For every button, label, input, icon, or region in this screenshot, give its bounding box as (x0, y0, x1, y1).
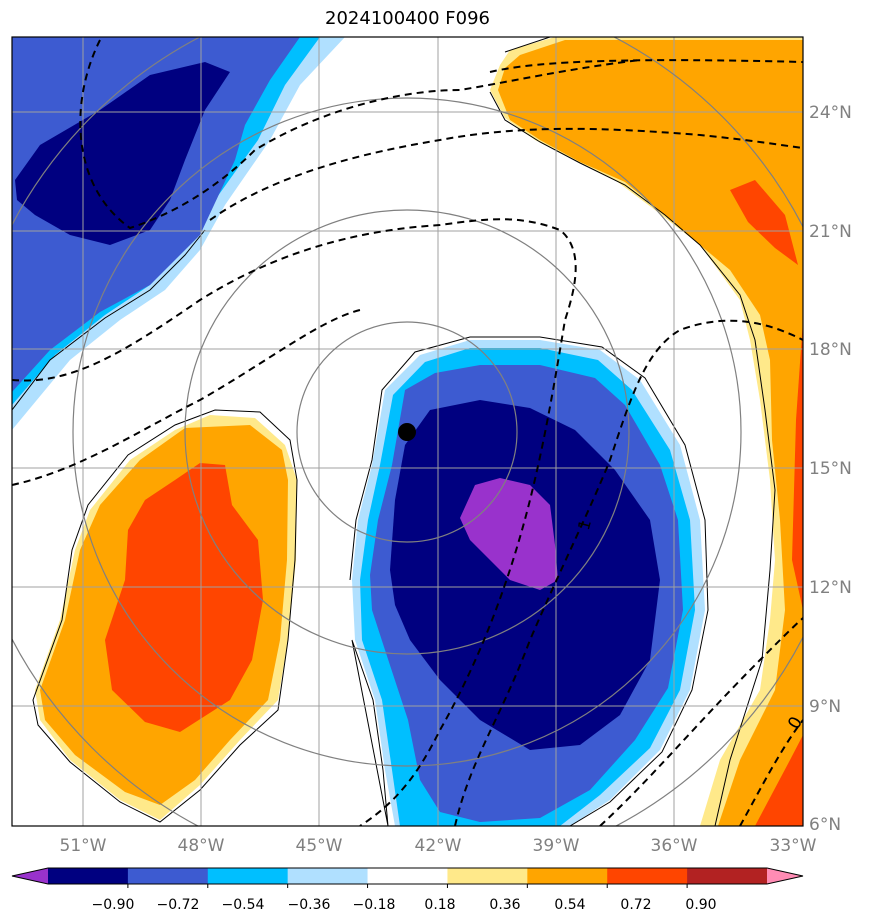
colorbar-tick-label: 0.54 (554, 897, 585, 913)
colorbar-segment (447, 868, 528, 884)
colorbar-extend-high (767, 868, 803, 884)
map-frame (11, 36, 804, 827)
lat-label: 6°N (809, 815, 841, 835)
colorbar-segment (287, 868, 369, 884)
nw-negative-anomaly (12, 37, 345, 430)
ne-positive-anomaly (489, 37, 803, 826)
colorbar-segment (48, 868, 129, 884)
lon-label: 48°W (178, 836, 225, 856)
lon-label: 36°W (651, 836, 698, 856)
colorbar (11, 867, 804, 888)
colorbar-extend-low (12, 868, 48, 884)
colorbar-tick-label: 0.18 (424, 897, 455, 913)
colorbar-segment (367, 868, 448, 884)
colorbar-segment (127, 868, 209, 884)
lat-label: 9°N (809, 697, 841, 717)
colorbar-segment (207, 868, 289, 884)
lat-label: 15°N (809, 459, 852, 479)
colorbar-tick-label: 0.72 (620, 897, 651, 913)
colorbar-tick-label: −0.18 (353, 897, 396, 913)
colorbar-tick-label: 0.90 (685, 897, 716, 913)
lat-label: 21°N (809, 222, 852, 242)
latitude-labels: 24°N 21°N 18°N 15°N 12°N 9°N 6°N (809, 103, 852, 835)
lat-label: 18°N (809, 340, 852, 360)
lon-label: 39°W (533, 836, 580, 856)
colorbar-tick-label: −0.72 (157, 897, 200, 913)
central-negative-anomaly (349, 336, 709, 826)
storm-center-marker (398, 423, 416, 441)
colorbar-outline (11, 867, 804, 885)
map-title: 2024100400 F096 (325, 8, 490, 29)
colorbar-segment (687, 868, 768, 884)
lon-label: 33°W (770, 836, 817, 856)
map-field: 1 0 (12, 37, 803, 826)
colorbar-tick-label: −0.36 (288, 897, 331, 913)
colorbar-segment (607, 868, 688, 884)
colorbar-labels: −0.90 −0.72 −0.54 −0.36 −0.18 0.18 0.36 … (92, 897, 717, 913)
lon-label: 45°W (296, 836, 343, 856)
sw-positive-anomaly (32, 409, 298, 823)
colorbar-segment (527, 868, 608, 884)
lat-label: 24°N (809, 103, 852, 123)
lat-label: 12°N (809, 578, 852, 598)
longitude-labels: 51°W 48°W 45°W 42°W 39°W 36°W 33°W (60, 836, 817, 856)
colorbar-tick-label: 0.36 (489, 897, 520, 913)
dashed-contours (12, 39, 803, 826)
lon-label: 51°W (60, 836, 107, 856)
colorbar-tick-label: −0.54 (222, 897, 265, 913)
range-rings (12, 37, 803, 826)
contour-label-1: 1 (574, 517, 595, 532)
lon-label: 42°W (415, 836, 462, 856)
colorbar-tick-label: −0.90 (92, 897, 135, 913)
